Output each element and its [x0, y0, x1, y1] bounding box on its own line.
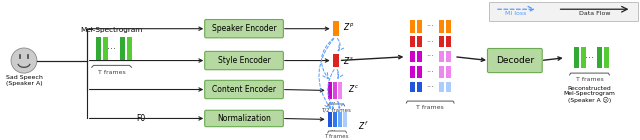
Text: ···: ··· — [426, 68, 434, 77]
Text: Speaker Encoder: Speaker Encoder — [212, 24, 276, 33]
Text: $Z^s$: $Z^s$ — [342, 55, 353, 66]
Text: ···: ··· — [330, 100, 337, 106]
FancyBboxPatch shape — [205, 110, 284, 127]
Bar — [338, 82, 342, 99]
Bar — [333, 21, 339, 36]
Bar — [439, 36, 444, 47]
Bar — [446, 51, 451, 62]
Circle shape — [11, 48, 37, 73]
Bar — [338, 112, 342, 127]
FancyBboxPatch shape — [205, 19, 284, 38]
Text: F0: F0 — [136, 114, 146, 123]
Text: ···: ··· — [107, 44, 116, 54]
Bar — [328, 82, 332, 99]
Bar — [417, 51, 422, 62]
Bar — [417, 36, 422, 47]
Bar — [439, 51, 444, 62]
Text: Normalization: Normalization — [217, 114, 271, 123]
Bar — [446, 20, 451, 33]
Bar — [580, 47, 586, 68]
Text: Reconstructed
Mel-Spectrogram
(Speaker A 😕): Reconstructed Mel-Spectrogram (Speaker A… — [564, 86, 616, 103]
Bar — [446, 82, 451, 92]
Text: Content Encoder: Content Encoder — [212, 85, 276, 94]
Bar — [410, 36, 415, 47]
Text: MI loss: MI loss — [505, 11, 527, 16]
Bar — [102, 37, 108, 60]
Text: $Z^p$: $Z^p$ — [342, 21, 354, 32]
Bar — [410, 82, 415, 92]
Bar — [446, 66, 451, 78]
Bar — [95, 37, 100, 60]
Bar — [342, 112, 347, 127]
Bar — [333, 82, 337, 99]
Text: ···: ··· — [426, 52, 434, 61]
Text: T frames: T frames — [324, 134, 349, 139]
Bar — [573, 47, 579, 68]
Bar — [120, 37, 125, 60]
Bar — [417, 20, 422, 33]
Text: $Z^c$: $Z^c$ — [348, 83, 358, 94]
Bar — [417, 66, 422, 78]
Bar — [410, 51, 415, 62]
FancyBboxPatch shape — [205, 51, 284, 70]
Bar — [127, 37, 131, 60]
Bar — [439, 82, 444, 92]
Bar — [333, 112, 337, 127]
Bar — [439, 66, 444, 78]
Text: Style Encoder: Style Encoder — [218, 56, 271, 65]
Bar — [328, 112, 332, 127]
Text: ···: ··· — [330, 128, 337, 134]
Text: T frames: T frames — [98, 70, 125, 75]
Bar — [410, 20, 415, 33]
Text: T frames: T frames — [417, 105, 444, 110]
Bar — [604, 47, 609, 68]
Text: ···: ··· — [426, 22, 434, 31]
Text: Mel-Spectrogram: Mel-Spectrogram — [81, 27, 143, 33]
Text: T frames: T frames — [575, 77, 604, 82]
FancyBboxPatch shape — [489, 2, 638, 21]
Text: Data Flow: Data Flow — [579, 11, 611, 16]
FancyBboxPatch shape — [205, 80, 284, 99]
Bar — [439, 20, 444, 33]
Text: ···: ··· — [426, 83, 434, 92]
Text: ···: ··· — [585, 53, 594, 63]
Bar — [446, 36, 451, 47]
Text: Sad Speech
(Speaker A): Sad Speech (Speaker A) — [6, 75, 42, 86]
Text: $Z^f$: $Z^f$ — [358, 119, 368, 132]
Bar — [417, 82, 422, 92]
Text: T/2 frames: T/2 frames — [321, 108, 351, 113]
Text: ···: ··· — [426, 38, 434, 47]
Bar — [333, 54, 339, 67]
Text: Decoder: Decoder — [496, 56, 534, 65]
FancyBboxPatch shape — [488, 48, 542, 73]
Bar — [598, 47, 602, 68]
Bar — [410, 66, 415, 78]
